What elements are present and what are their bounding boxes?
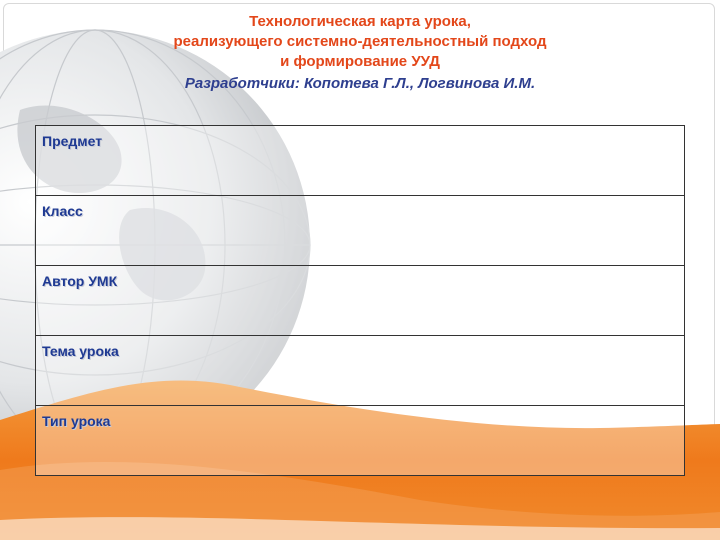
table-row: Автор УМК bbox=[35, 265, 685, 336]
table-cell: Предмет bbox=[35, 125, 685, 196]
title-line-1: Технологическая карта урока, bbox=[249, 13, 471, 30]
table-cell: Автор УМК bbox=[35, 265, 685, 336]
table-row: Класс bbox=[35, 195, 685, 266]
table-cell: Тип урока bbox=[35, 405, 685, 476]
table-row: Предмет bbox=[35, 125, 685, 196]
table-cell: Класс bbox=[35, 195, 685, 266]
title-line-3: и формирование УУД bbox=[280, 53, 440, 70]
table-row: Тип урока bbox=[35, 405, 685, 476]
title-line-2: реализующего системно-деятельностный под… bbox=[173, 33, 547, 50]
row-label-lesson-topic: Тема урока bbox=[42, 343, 119, 359]
row-label-class: Класс bbox=[42, 203, 83, 219]
lesson-card-table: Предмет Класс Автор УМК Тема урока Тип у… bbox=[35, 125, 685, 476]
table-row: Тема урока bbox=[35, 335, 685, 406]
row-label-subject: Предмет bbox=[42, 133, 103, 149]
slide-header: Технологическая карта урока, реализующег… bbox=[80, 12, 640, 94]
table-cell: Тема урока bbox=[35, 335, 685, 406]
row-label-umk-author: Автор УМК bbox=[42, 273, 118, 289]
row-label-lesson-type: Тип урока bbox=[42, 413, 111, 429]
authors-line: Разработчики: Копотева Г.Л., Логвинова И… bbox=[184, 75, 536, 92]
